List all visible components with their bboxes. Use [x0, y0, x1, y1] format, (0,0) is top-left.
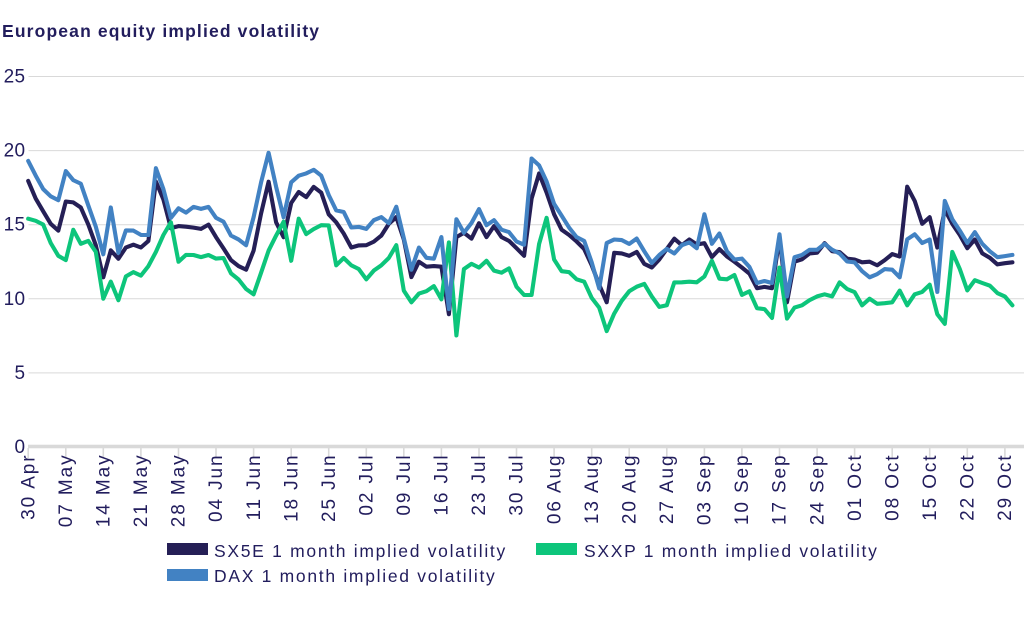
svg-text:24 Sep: 24 Sep — [807, 454, 828, 526]
svg-text:16 Jul: 16 Jul — [432, 454, 453, 516]
svg-text:01 Oct: 01 Oct — [845, 454, 866, 521]
svg-text:08 Oct: 08 Oct — [882, 454, 903, 521]
svg-text:21 May: 21 May — [131, 454, 152, 528]
svg-text:14 May: 14 May — [94, 454, 115, 528]
svg-text:30 Apr: 30 Apr — [18, 454, 39, 520]
svg-text:06 Aug: 06 Aug — [544, 454, 565, 525]
svg-text:10: 10 — [4, 289, 26, 310]
svg-text:11 Jun: 11 Jun — [244, 454, 265, 521]
svg-text:17 Sep: 17 Sep — [770, 454, 791, 526]
svg-text:07 May: 07 May — [56, 454, 77, 528]
svg-text:10 Sep: 10 Sep — [732, 454, 753, 526]
svg-text:5: 5 — [15, 363, 26, 384]
svg-text:13 Aug: 13 Aug — [582, 454, 603, 525]
svg-text:23 Jul: 23 Jul — [469, 454, 490, 516]
svg-text:04 Jun: 04 Jun — [206, 454, 227, 522]
svg-text:29 Oct: 29 Oct — [995, 454, 1016, 521]
svg-text:0: 0 — [15, 437, 26, 458]
svg-text:28 May: 28 May — [169, 454, 190, 528]
svg-text:20: 20 — [4, 141, 26, 162]
svg-text:09 Jul: 09 Jul — [394, 454, 415, 516]
svg-text:25: 25 — [4, 67, 26, 88]
svg-text:22 Oct: 22 Oct — [958, 454, 979, 521]
svg-text:18 Jun: 18 Jun — [281, 454, 302, 522]
svg-text:20 Aug: 20 Aug — [619, 454, 640, 525]
svg-text:25 Jun: 25 Jun — [319, 454, 340, 522]
svg-text:15: 15 — [4, 215, 26, 236]
svg-text:02 Jul: 02 Jul — [357, 454, 378, 516]
svg-text:15 Oct: 15 Oct — [920, 454, 941, 521]
svg-text:03 Sep: 03 Sep — [695, 454, 716, 526]
svg-text:27 Aug: 27 Aug — [657, 454, 678, 525]
svg-text:30 Jul: 30 Jul — [507, 454, 528, 516]
